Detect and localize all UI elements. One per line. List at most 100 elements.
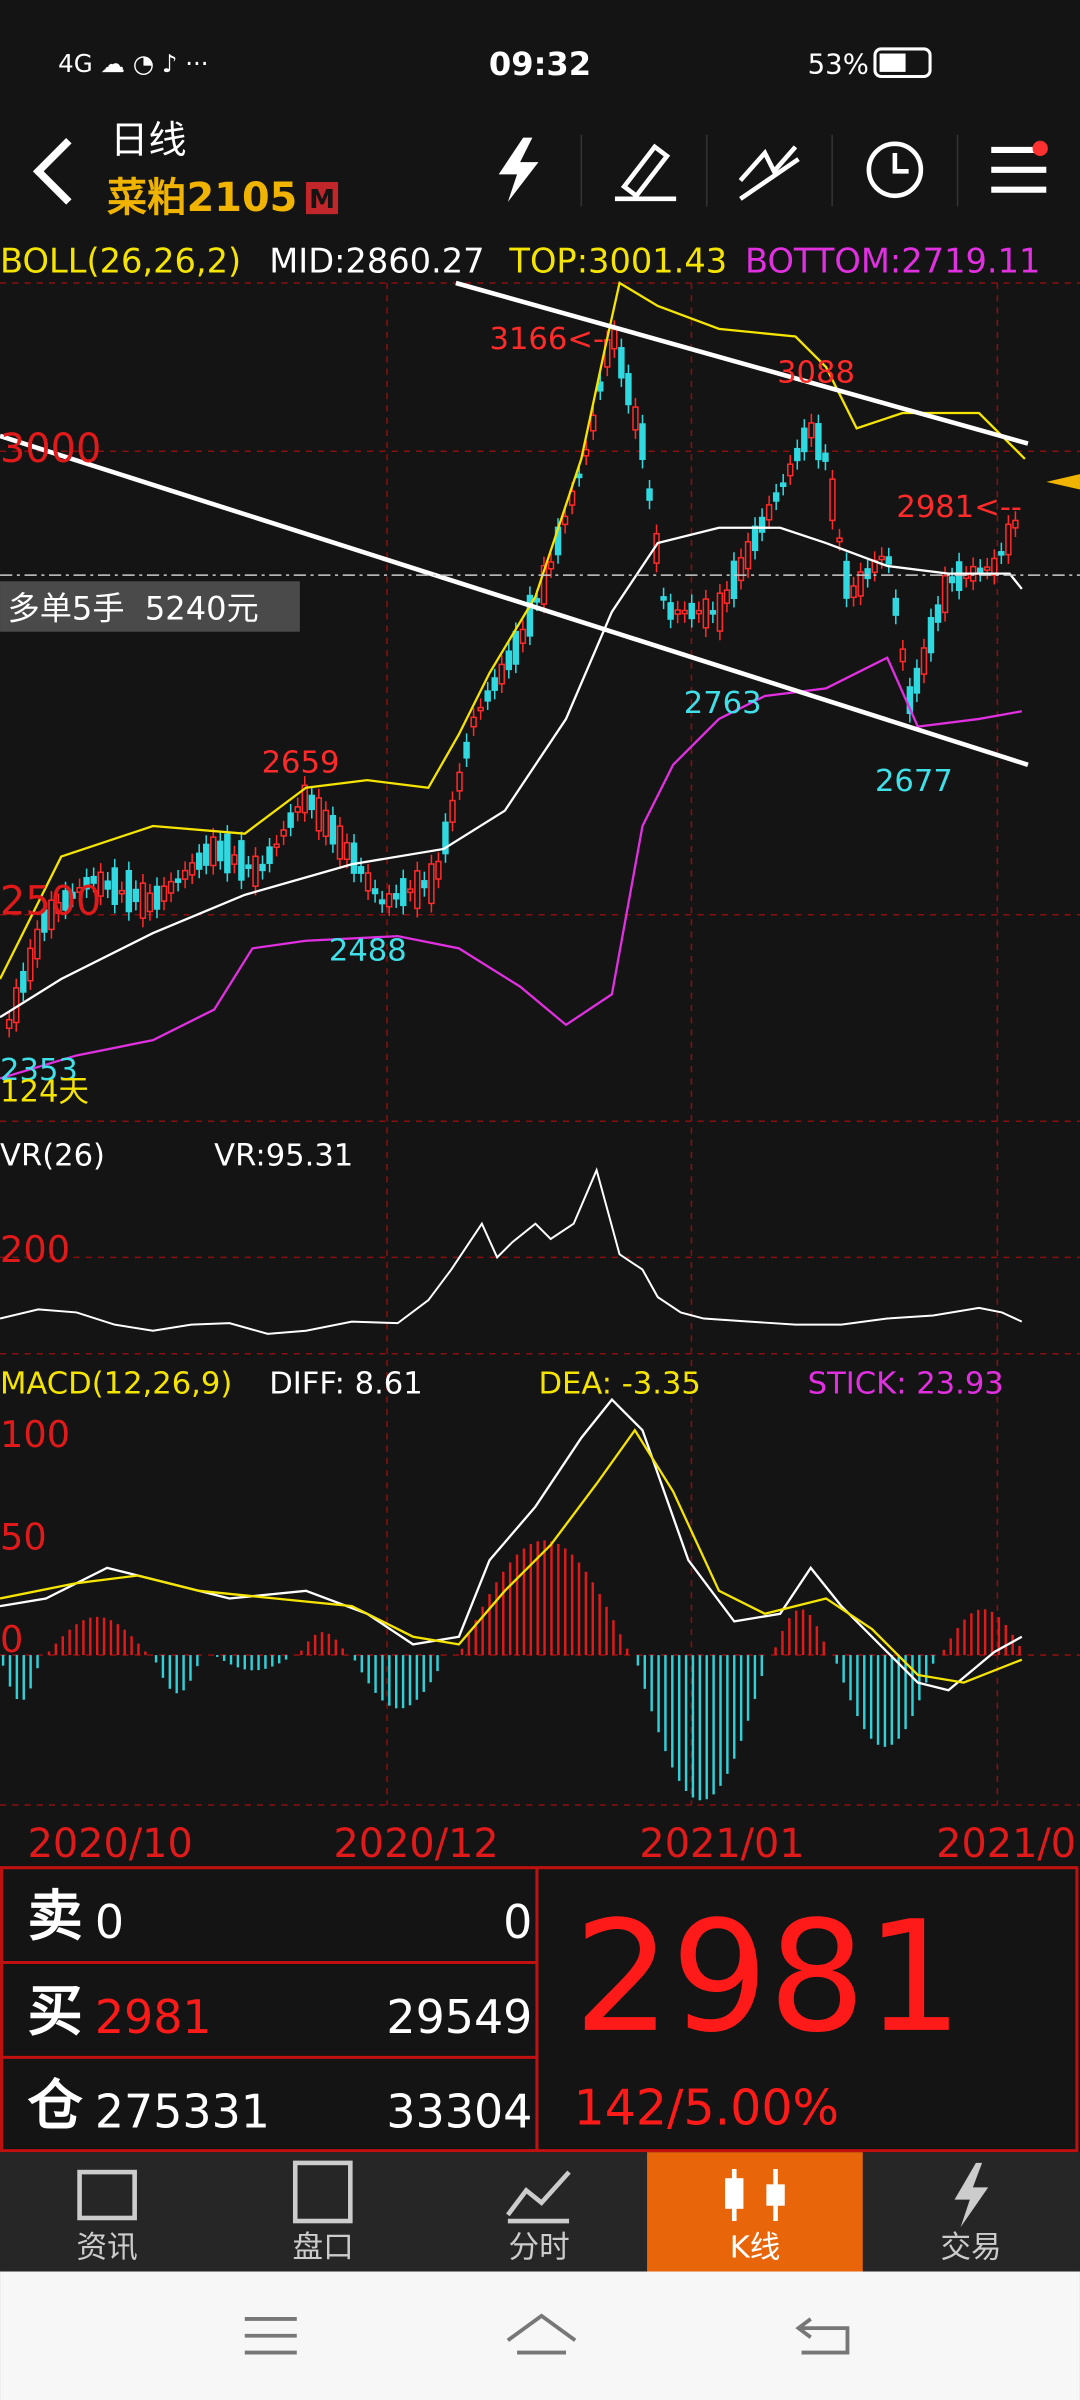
- candle-body: [69, 891, 76, 899]
- candle-body: [702, 598, 710, 629]
- boll-mid: [0, 526, 1023, 1019]
- candlesticks: [6, 320, 1019, 1038]
- tab-label[interactable]: K线: [730, 2231, 781, 2266]
- candle-body: [378, 899, 386, 905]
- candle-body: [878, 555, 885, 561]
- candle-body: [76, 886, 83, 894]
- candle-body: [801, 427, 808, 453]
- candle-body: [27, 947, 34, 982]
- candle-body: [737, 556, 745, 582]
- candle-body: [744, 541, 752, 570]
- candle-body: [217, 840, 224, 862]
- back-button[interactable]: [32, 138, 72, 205]
- candle-body: [111, 867, 118, 905]
- candle-body: [519, 628, 527, 644]
- candle-body: [730, 560, 738, 600]
- indicator-button[interactable]: [738, 145, 800, 201]
- candle-body: [526, 594, 534, 637]
- tab-label[interactable]: 分时: [508, 2231, 569, 2266]
- macd-axis-label: 100: [0, 1413, 70, 1456]
- candle-body: [273, 843, 280, 848]
- flash-button[interactable]: [498, 137, 539, 202]
- candle-body: [97, 871, 104, 897]
- tab-icon: [954, 2162, 989, 2228]
- candle-body: [294, 806, 301, 813]
- tab-label[interactable]: 交易: [940, 2231, 1001, 2266]
- candle-body: [582, 448, 590, 457]
- quote-row-price: 0: [95, 1895, 124, 1949]
- candle-body: [885, 556, 892, 565]
- price-axis-label: 2500: [0, 879, 101, 925]
- candle-body: [336, 825, 344, 860]
- candle-body: [266, 846, 273, 864]
- candle-body: [491, 677, 498, 691]
- draw-button[interactable]: [614, 143, 677, 202]
- boll-top-label: TOP:3001.43: [508, 241, 727, 280]
- candle-body: [449, 799, 456, 823]
- candle-body: [590, 414, 597, 432]
- tab-label[interactable]: 资讯: [77, 2231, 138, 2266]
- tab-icon: [506, 2170, 571, 2224]
- macd-name: MACD(12,26,9): [0, 1366, 232, 1401]
- annotation: 2488: [329, 934, 407, 969]
- candle-body: [533, 598, 541, 603]
- annotation: 2763: [684, 686, 762, 721]
- nav-menu[interactable]: [244, 2317, 297, 2355]
- candle-body: [561, 515, 569, 526]
- candle-body: [62, 890, 69, 911]
- quote-border: [0, 1866, 1079, 2153]
- macd-axis-label: 0: [0, 1618, 23, 1661]
- candle-body: [709, 610, 717, 615]
- boll-name: BOLL(26,26,2): [0, 241, 241, 280]
- candle-body: [822, 452, 829, 462]
- quote-row-volume: 0: [503, 1895, 532, 1949]
- nav-back[interactable]: [795, 2317, 850, 2355]
- candle-body: [301, 784, 308, 814]
- candle-body: [618, 347, 625, 379]
- candle-body: [463, 741, 470, 759]
- candle-body: [139, 882, 147, 919]
- candle-body: [758, 516, 766, 533]
- candle-body: [146, 892, 154, 913]
- trend-line: [0, 433, 1029, 768]
- position: 多单5手 5240元: [8, 590, 259, 628]
- macd-diff: DIFF: 8.61: [269, 1366, 422, 1401]
- candle-body: [505, 650, 513, 671]
- nav-home[interactable]: [506, 2313, 577, 2355]
- time-button[interactable]: [866, 141, 924, 199]
- tab-label[interactable]: 盘口: [293, 2231, 354, 2266]
- clock: 09:32: [489, 45, 591, 83]
- dea-line: [0, 1428, 1023, 1684]
- candle-body: [688, 602, 695, 620]
- candle-body: [575, 473, 583, 479]
- candle-body: [667, 602, 674, 620]
- candle-body: [1012, 519, 1019, 529]
- candle-body: [779, 482, 787, 487]
- candle-body: [716, 592, 724, 632]
- position-box: [0, 581, 300, 632]
- diff-line: [0, 1397, 1023, 1692]
- candle-body: [632, 406, 639, 431]
- candle-body: [864, 568, 871, 580]
- tab-icon: [725, 2178, 744, 2209]
- candle-body: [315, 797, 323, 832]
- boll-bottom: [0, 656, 1023, 1080]
- candle-body: [998, 551, 1005, 556]
- date-label: 2020/12: [333, 1821, 498, 1867]
- trend-line: [455, 280, 1029, 446]
- candle-body: [83, 876, 90, 890]
- boll-bottom-label: BOTTOM:2719.11: [745, 241, 1040, 280]
- vr-value: VR:95.31: [214, 1139, 353, 1174]
- candle-body: [125, 870, 133, 913]
- candle-body: [160, 885, 168, 902]
- annotation: 124天: [0, 1074, 89, 1109]
- badge-box: [305, 182, 339, 215]
- candle-body: [941, 574, 949, 614]
- candle-body: [906, 686, 914, 715]
- candle-body: [625, 373, 632, 406]
- macd-bars: [1, 1540, 1021, 1801]
- annotation: 2981<--: [896, 490, 1022, 525]
- date-label: 2021/01: [639, 1821, 804, 1867]
- candle-body: [787, 463, 794, 477]
- candle-body: [456, 771, 463, 792]
